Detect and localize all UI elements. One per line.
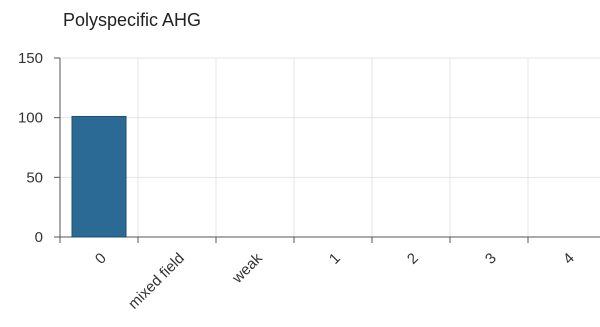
x-tick-label: mixed field: [125, 250, 188, 313]
x-tick-label: 4: [560, 250, 578, 268]
y-tick-label: 150: [18, 50, 43, 67]
x-tick-label: 1: [326, 250, 344, 268]
bar: [71, 115, 127, 238]
y-tick-label: 100: [18, 110, 43, 127]
chart-title: Polyspecific AHG: [63, 10, 202, 30]
x-tick-label: weak: [228, 249, 266, 287]
x-tick-label: 0: [92, 250, 110, 268]
x-tick-label: 2: [404, 250, 422, 268]
x-tick-label: 3: [482, 250, 500, 268]
y-tick-label: 50: [26, 169, 43, 186]
y-tick-label: 0: [35, 229, 43, 246]
